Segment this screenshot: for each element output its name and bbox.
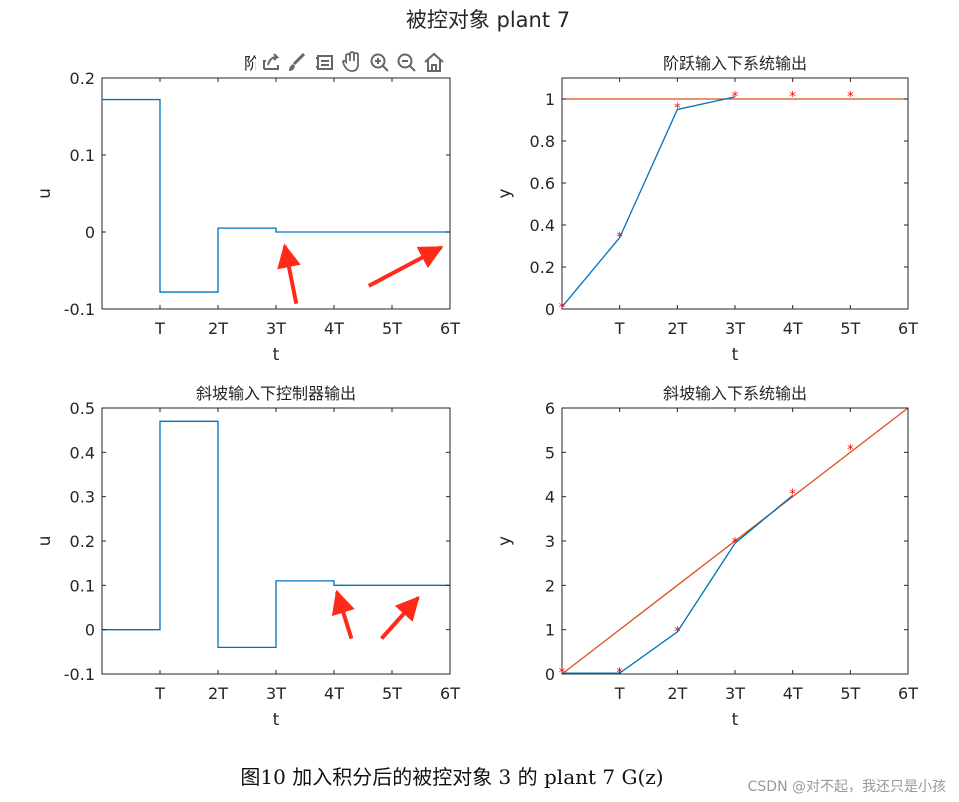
plot-title: 斜坡输入下控制器输出 (196, 384, 356, 403)
y-tick-label: 0.6 (530, 174, 555, 193)
y-tick-label: -0.1 (64, 300, 95, 319)
figure-caption: 图10 加入积分后的被控对象 3 的 plant 7 G(z) (240, 765, 663, 789)
data-point-marker: * (559, 301, 566, 316)
y-tick-label: -0.1 (64, 665, 95, 684)
x-tick-label: 3T (266, 319, 286, 338)
data-point-marker: * (847, 443, 854, 458)
pan-hand-icon[interactable] (342, 51, 359, 72)
y-tick-label: 0 (545, 300, 555, 319)
x-tick-label: 6T (898, 684, 918, 703)
home-icon[interactable] (424, 52, 444, 72)
y-tick-label: 0 (85, 621, 95, 640)
y-tick-label: 4 (545, 488, 555, 507)
x-tick-label: 4T (783, 319, 803, 338)
data-point-marker: * (674, 101, 681, 116)
data-point-marker: * (732, 536, 739, 551)
x-tick-label: 2T (208, 684, 228, 703)
series-line (561, 96, 736, 308)
data-point-marker: * (732, 90, 739, 105)
x-tick-label: 6T (898, 319, 918, 338)
y-tick-label: 0.4 (70, 443, 95, 462)
x-axis-label: t (273, 345, 280, 365)
y-tick-label: 0.2 (70, 69, 95, 88)
y-tick-label: 0.2 (70, 532, 95, 551)
x-axis-label: t (273, 710, 280, 730)
zoom-out-icon[interactable] (397, 53, 416, 72)
x-tick-label: 3T (725, 684, 745, 703)
y-tick-label: 0.1 (70, 146, 95, 165)
data-point-marker: * (789, 90, 796, 105)
y-tick-label: 0 (85, 223, 95, 242)
series-line (102, 420, 450, 649)
y-tick-label: 0.8 (530, 132, 555, 151)
axes-toolbar[interactable] (256, 48, 450, 76)
annotation-arrow (380, 595, 420, 640)
y-tick-label: 5 (545, 443, 555, 462)
data-point-marker: * (616, 231, 623, 246)
x-tick-label: 2T (667, 684, 687, 703)
figure-title: 被控对象 plant 7 (406, 8, 570, 32)
x-tick-label: 5T (840, 319, 860, 338)
y-tick-label: 1 (545, 90, 555, 109)
x-tick-label: T (154, 684, 165, 703)
x-axis-label: t (732, 710, 739, 730)
y-tick-label: 0.4 (530, 216, 555, 235)
x-tick-label: 2T (667, 319, 687, 338)
x-tick-label: 4T (783, 684, 803, 703)
y-tick-label: 0.5 (70, 399, 95, 418)
x-tick-label: 5T (840, 684, 860, 703)
y-tick-label: 0.1 (70, 576, 95, 595)
y-tick-label: 2 (545, 576, 555, 595)
y-tick-label: 6 (545, 399, 555, 418)
data-point-marker: * (847, 90, 854, 105)
datatips-icon[interactable] (316, 55, 333, 70)
series-line (561, 407, 909, 675)
x-tick-label: 4T (324, 319, 344, 338)
y-tick-label: 0 (545, 665, 555, 684)
annotation-arrow (331, 589, 355, 640)
y-axis-label: u (35, 188, 55, 199)
x-tick-label: 4T (324, 684, 344, 703)
axes-box (561, 77, 909, 310)
y-axis-label: u (35, 536, 55, 547)
x-tick-label: T (614, 684, 625, 703)
series-line (562, 494, 794, 674)
export-icon[interactable] (263, 53, 280, 70)
annotation-arrow (367, 245, 444, 288)
y-tick-label: 0.2 (530, 258, 555, 277)
x-tick-label: 3T (266, 684, 286, 703)
x-tick-label: 3T (725, 319, 745, 338)
brush-icon[interactable] (289, 52, 306, 71)
plot-step-system-output: * * * * * * T 2T 3T 4T 5T 6T 0 0.2 0.4 0.6 0.8 1 t y 阶跃输入下系统… (495, 54, 918, 365)
series-line (102, 98, 450, 293)
data-point-marker: * (674, 625, 681, 640)
y-axis-label: y (495, 536, 515, 546)
data-point-marker: * (789, 488, 796, 503)
y-axis-label: y (495, 188, 515, 198)
data-point-marker: * (559, 666, 566, 681)
x-tick-label: 2T (208, 319, 228, 338)
y-tick-label: 1 (545, 621, 555, 640)
plot-title: 斜坡输入下系统输出 (663, 384, 807, 403)
x-tick-label: T (614, 319, 625, 338)
x-axis-label: t (732, 345, 739, 365)
x-tick-label: 6T (440, 319, 460, 338)
x-tick-label: 5T (382, 684, 402, 703)
plot-ramp-controller-output: T 2T 3T 4T 5T 6T -0.1 0 0.1 0.2 0.3 0.4 0.5 t u 斜坡输入下控制… (35, 384, 460, 730)
x-tick-label: T (154, 319, 165, 338)
x-tick-label: 5T (382, 319, 402, 338)
y-tick-label: 0.3 (70, 488, 95, 507)
annotation-arrow (277, 243, 301, 305)
axes-box (101, 77, 451, 310)
zoom-in-icon[interactable] (370, 53, 389, 72)
y-tick-label: 3 (545, 532, 555, 551)
watermark: CSDN @对不起，我还只是小孩 (748, 779, 946, 795)
plot-title: 阶跃输入下系统输出 (663, 54, 807, 73)
x-tick-label: 6T (440, 684, 460, 703)
